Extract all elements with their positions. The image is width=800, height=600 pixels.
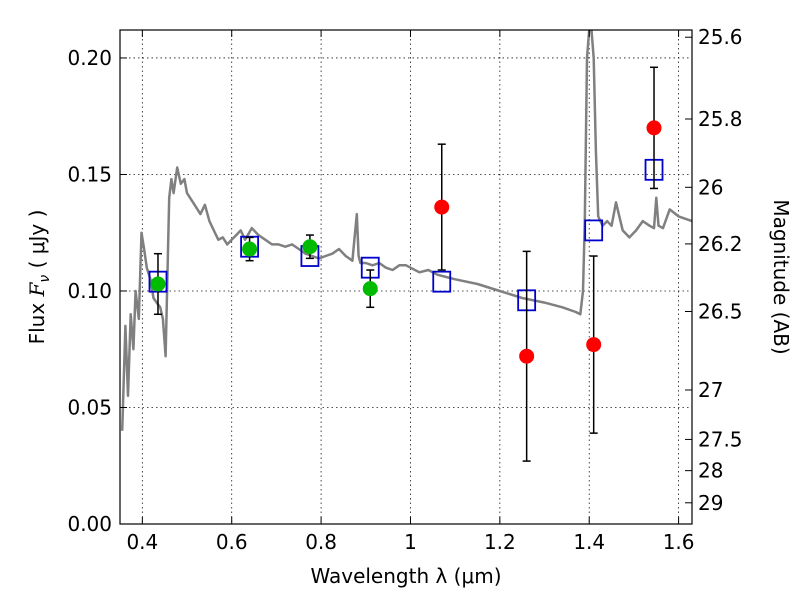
y2-tick-label: 26 bbox=[698, 175, 723, 199]
y-axis-label: Flux Fν ( μJy ) bbox=[25, 210, 53, 345]
observed-flux-point bbox=[586, 337, 602, 353]
x-axis-label: Wavelength λ (μm) bbox=[310, 564, 501, 588]
y-tick-label: 0.05 bbox=[67, 395, 112, 419]
x-tick-label: 0.6 bbox=[216, 530, 248, 554]
y-tick-label: 0.00 bbox=[67, 512, 112, 536]
x-tick-label: 0.4 bbox=[126, 530, 158, 554]
observed-flux-point bbox=[434, 199, 450, 215]
x-tick-label: 1.4 bbox=[573, 530, 605, 554]
y-tick-label: 0.10 bbox=[67, 279, 112, 303]
y2-tick-label: 25.8 bbox=[698, 107, 743, 131]
y2-tick-label: 27.5 bbox=[698, 427, 743, 451]
y2-tick-label: 29 bbox=[698, 491, 723, 515]
y-tick-label: 0.15 bbox=[67, 162, 112, 186]
y2-tick-label: 26.5 bbox=[698, 299, 743, 323]
observed-flux-point bbox=[302, 239, 318, 255]
x-tick-label: 0.8 bbox=[305, 530, 337, 554]
y2-tick-label: 28 bbox=[698, 459, 723, 483]
y2-tick-label: 26.2 bbox=[698, 232, 743, 256]
observed-flux-point bbox=[519, 348, 535, 364]
x-tick-label: 1.6 bbox=[663, 530, 695, 554]
model-flux-square bbox=[432, 270, 452, 293]
observed-flux-point bbox=[646, 120, 662, 136]
plot-area bbox=[120, 30, 692, 462]
x-tick-label: 1 bbox=[404, 530, 417, 554]
y2-tick-label: 27 bbox=[698, 378, 723, 402]
model-flux-square bbox=[584, 219, 604, 242]
observed-flux-point bbox=[242, 241, 258, 257]
y-tick-label: 0.20 bbox=[67, 46, 112, 70]
model-spectrum-line bbox=[120, 30, 692, 431]
observed-flux-point bbox=[150, 276, 166, 292]
observed-flux-point bbox=[362, 281, 378, 297]
y2-axis-label: Magnitude (AB) bbox=[769, 199, 793, 354]
x-tick-label: 1.2 bbox=[484, 530, 516, 554]
plot-frame bbox=[119, 29, 693, 525]
grid-lines bbox=[120, 30, 692, 525]
y2-tick-label: 25.6 bbox=[698, 25, 743, 49]
axes: 0.4 0.6 0.8 1 1.2 1.4 1.6 0.00 0.05 0.10 0.15 0.20 2… bbox=[67, 25, 742, 554]
